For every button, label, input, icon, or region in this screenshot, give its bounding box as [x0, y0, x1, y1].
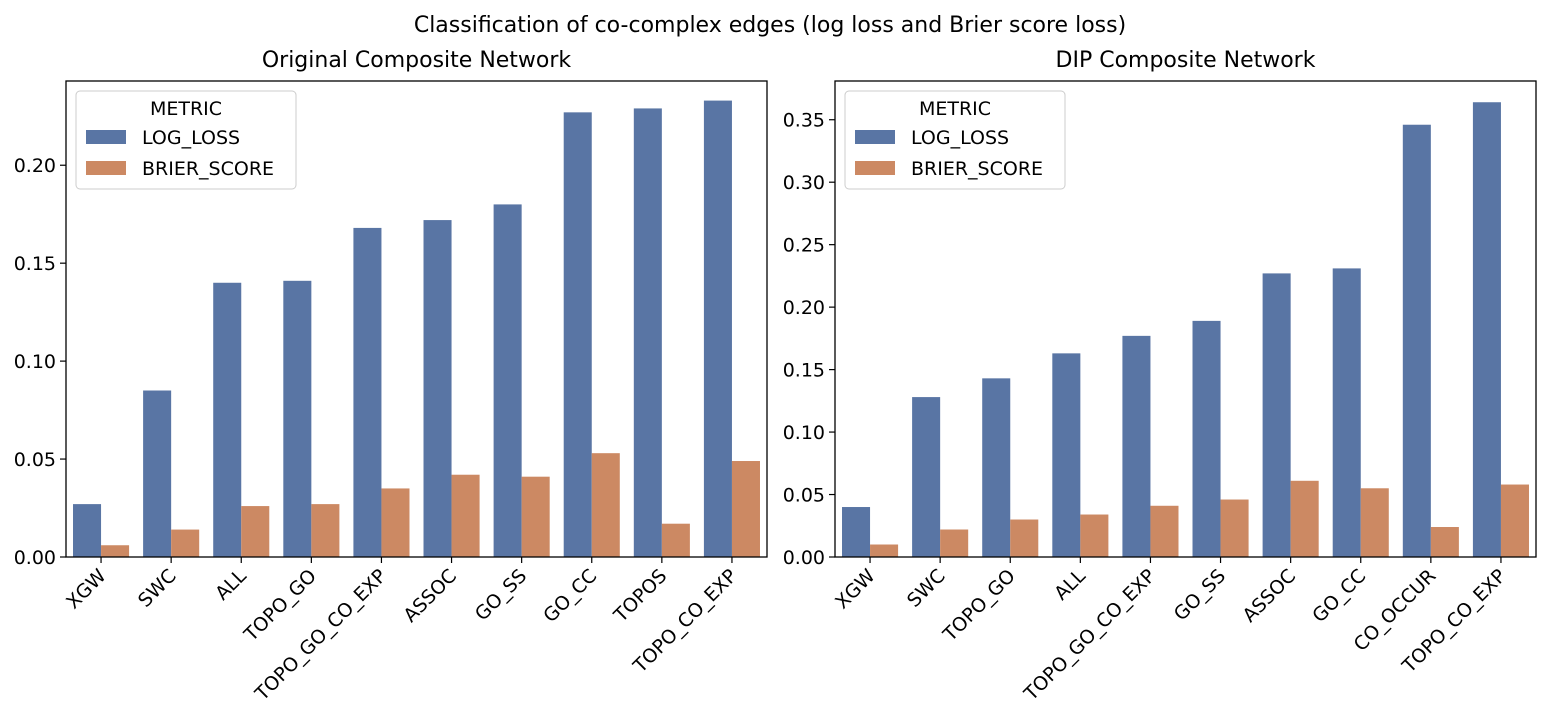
bar-log-loss [213, 282, 242, 557]
x-tick-label: XGW [62, 565, 111, 614]
y-tick-label: 0.25 [783, 235, 825, 257]
x-tick-label: SWC [134, 565, 181, 612]
bar-brier-score [1080, 514, 1109, 557]
y-tick-label: 0.20 [783, 297, 825, 319]
x-tick-label: SWC [903, 565, 950, 612]
bar-brier-score [1430, 527, 1459, 557]
axes-frame [834, 80, 1537, 558]
x-tick-label: ALL [1050, 565, 1090, 605]
bar-log-loss [1122, 335, 1151, 557]
bar-brier-score [1500, 484, 1529, 557]
legend-swatch [855, 130, 895, 144]
y-tick-label: 0.05 [14, 449, 56, 471]
x-tick-label: ASSOC [399, 565, 461, 627]
x-tick-label: XGW [831, 565, 880, 614]
chart-title: Original Composite Network [262, 48, 572, 73]
bar-log-loss [283, 280, 312, 557]
bar-log-loss [73, 504, 102, 557]
y-tick-label: 0.35 [783, 110, 825, 132]
axes-frame [65, 80, 768, 558]
y-tick-label: 0.15 [14, 253, 56, 275]
bar-log-loss [143, 390, 172, 557]
y-tick-label: 0.00 [783, 547, 825, 569]
bar-brier-score [241, 506, 270, 557]
bar-brier-score [381, 488, 410, 557]
bar-brier-score [1360, 488, 1389, 557]
legend-swatch [86, 161, 126, 175]
x-tick-label: GO_SS [471, 565, 531, 625]
bar-brier-score [1220, 499, 1249, 557]
legend: METRIC LOG_LOSS BRIER_SCORE [75, 90, 297, 190]
bar-brier-score [1290, 480, 1319, 557]
bar-log-loss [1262, 273, 1291, 557]
x-tick-label: ASSOC [1238, 565, 1300, 627]
legend-entry: BRIER_SCORE [142, 158, 274, 180]
bar-log-loss [353, 227, 382, 557]
bar-brier-score [731, 461, 760, 557]
legend-entry: LOG_LOSS [142, 127, 240, 149]
y-tick-label: 0.10 [14, 351, 56, 373]
legend-swatch [86, 130, 126, 144]
bar-log-loss [1192, 320, 1221, 557]
y-tick-label: 0.30 [783, 172, 825, 194]
x-tick-label: TOPO_GO [938, 565, 1019, 646]
x-tick-label: TOPO_GO_CO_EXP [250, 565, 391, 706]
bar-log-loss [982, 378, 1011, 557]
y-tick-label: 0.15 [783, 360, 825, 382]
x-tick-label: ALL [211, 565, 251, 605]
legend-box [844, 90, 1066, 190]
bar-brier-score [661, 523, 690, 557]
bar-log-loss [1402, 124, 1431, 557]
bar-log-loss [493, 204, 522, 557]
legend-title: METRIC [919, 98, 991, 120]
bar-brier-score [171, 529, 200, 557]
y-tick-label: 0.10 [783, 422, 825, 444]
bar-log-loss [1472, 102, 1501, 558]
bar-brier-score [1010, 519, 1039, 557]
bar-log-loss [703, 100, 732, 558]
bar-brier-score [451, 474, 480, 557]
bar-brier-score [870, 544, 899, 557]
bar-log-loss [633, 108, 662, 558]
legend: METRIC LOG_LOSS BRIER_SCORE [844, 90, 1066, 190]
bar-brier-score [521, 476, 550, 557]
legend-entry: LOG_LOSS [911, 127, 1009, 149]
bar-log-loss [1052, 353, 1081, 557]
x-tick-label: GO_CC [1308, 565, 1370, 627]
x-tick-label: TOPO_GO_CO_EXP [1019, 565, 1160, 706]
x-tick-label: GO_SS [1170, 565, 1230, 625]
x-tick-label: GO_CC [539, 565, 601, 627]
bar-brier-score [591, 453, 620, 557]
chart-panel-1: Original Composite Network 0.00 0.05 0.10 0.… [14, 48, 768, 706]
legend-entry: BRIER_SCORE [911, 158, 1043, 180]
bar-brier-score [1150, 505, 1179, 557]
legend-box [75, 90, 297, 190]
bar-log-loss [842, 507, 871, 557]
x-tick-label: TOPOS [609, 565, 671, 627]
y-tick-label: 0.05 [783, 485, 825, 507]
bar-brier-score [101, 545, 130, 557]
bar-brier-score [311, 504, 340, 557]
bar-log-loss [912, 397, 941, 557]
figure-suptitle: Classification of co-complex edges (log … [414, 13, 1126, 38]
y-tick-label: 0.20 [14, 155, 56, 177]
chart-panel-2: DIP Composite Network 0.00 0.05 0.10 0.15 0.2… [783, 48, 1537, 706]
chart-title: DIP Composite Network [1056, 48, 1316, 73]
bar-brier-score [940, 529, 969, 557]
legend-swatch [855, 161, 895, 175]
bar-log-loss [563, 112, 592, 558]
bar-log-loss [423, 220, 452, 557]
bar-log-loss [1332, 268, 1361, 557]
y-tick-label: 0.00 [14, 547, 56, 569]
legend-title: METRIC [150, 98, 222, 120]
